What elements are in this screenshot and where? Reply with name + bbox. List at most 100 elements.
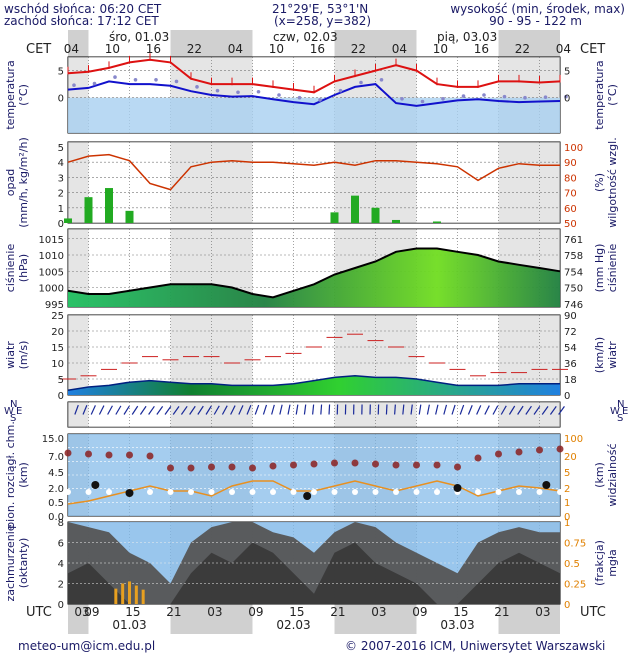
wind-direction-arrow — [328, 404, 331, 415]
bottom-axis-shade — [539, 604, 560, 634]
panel-night-shade — [457, 142, 499, 223]
bottom-date-label: 02.03 — [276, 618, 310, 632]
tick-label-left: 2 — [58, 189, 64, 200]
footer-copyright: © 2007-2016 ICM, Uniwersytet Warszawski — [345, 639, 606, 653]
panel-label-right: (km/h) — [593, 337, 606, 373]
snowfall-bar — [128, 581, 131, 604]
tick-label-right: 750 — [564, 284, 583, 295]
cloud-top-dot — [474, 454, 482, 462]
panel-night-shade — [68, 402, 89, 427]
top-hour-label: 22 — [351, 42, 366, 56]
precip-bar — [371, 207, 380, 223]
wet-bulb-point — [72, 83, 76, 88]
wind-direction-arrow — [246, 405, 252, 415]
bottom-axis-shade — [252, 604, 294, 634]
wet-bulb-point — [256, 89, 261, 94]
panel-night-shade — [539, 315, 560, 395]
wind-direction-arrow — [221, 405, 228, 415]
snowfall-bar — [141, 589, 145, 604]
cloud-base-dot — [167, 489, 174, 495]
cloud-top-dot — [413, 461, 420, 469]
cloud-top-dot — [290, 461, 297, 469]
tick-label-left: 5 — [58, 143, 64, 154]
tick-label-right: 54 — [564, 343, 577, 354]
panel-night-shade — [539, 142, 560, 223]
tick-label-right: 0.75 — [564, 539, 586, 550]
top-axis-shade — [539, 30, 560, 57]
pressure-area — [68, 248, 560, 307]
panel-night-shade — [375, 142, 417, 223]
top-hour-label: 22 — [187, 42, 202, 56]
cloud-top-dot — [167, 464, 174, 472]
top-axis-shade — [457, 30, 499, 57]
wet-bulb-point — [543, 95, 548, 99]
cloud-top-dot — [556, 445, 564, 453]
bottom-axis-shade — [457, 604, 499, 634]
bottom-axis-shade — [375, 604, 417, 634]
cloud-base-dot — [352, 489, 358, 495]
cloud-top-dot — [454, 463, 461, 471]
wet-bulb-point — [441, 97, 445, 101]
wind-direction-arrow — [418, 404, 422, 415]
tick-label-left: 1010 — [39, 251, 64, 262]
panel-label-right: (km) — [593, 462, 606, 488]
tick-label-right: 0 — [564, 600, 570, 611]
wet-bulb-point — [236, 90, 240, 95]
cloud-base-dot — [270, 489, 276, 495]
wind-direction-arrow — [312, 404, 315, 415]
top-hour-label: 04 — [64, 42, 79, 56]
cloud-base-dot — [434, 489, 440, 495]
wet-bulb-point — [154, 78, 158, 82]
top-hour-label: 10 — [105, 42, 120, 56]
panel-label-left: (km) — [17, 462, 30, 488]
cloud-top-dot — [64, 449, 72, 457]
tick-label-right: 18 — [564, 375, 577, 386]
tick-label-left: 0.5 — [48, 498, 64, 509]
panel-label-left: temperatura — [4, 60, 17, 129]
precip-bar — [64, 218, 72, 223]
top-hour-label: 16 — [146, 42, 161, 56]
pressure-line — [67, 247, 561, 299]
wet-bulb-point — [174, 79, 179, 84]
wind-direction-arrow — [549, 406, 557, 415]
tick-label-right: 1 — [564, 518, 570, 529]
bottom-hour-label: 15 — [453, 605, 468, 619]
wind-direction-arrow — [287, 404, 291, 415]
bottom-hour-label: 15 — [289, 605, 304, 619]
tick-label-left: 0 — [58, 600, 64, 611]
cloud-base-dot — [147, 489, 153, 495]
cloud-top-dot — [515, 448, 523, 456]
wind-direction-arrow — [467, 405, 473, 415]
wet-bulb-point — [277, 93, 281, 97]
top-hour-label: 10 — [433, 42, 448, 56]
panel-label-right: (%) — [593, 173, 606, 192]
bottom-hour-label: 21 — [330, 605, 345, 619]
panel-night-shade — [293, 142, 335, 223]
cloud-top-dot — [269, 462, 277, 470]
wind-direction-arrow — [123, 405, 130, 415]
cloud-base-dot — [331, 489, 338, 495]
wind-direction-arrow — [230, 405, 236, 415]
bottom-hour-label: 03 — [535, 605, 550, 619]
wet-bulb-point — [461, 94, 466, 98]
cloud-base-dot — [311, 489, 317, 495]
wet-bulb-point — [502, 94, 507, 99]
tick-label-right: 5 — [564, 67, 570, 78]
panel-night-shade — [170, 402, 212, 427]
footer-email[interactable]: meteo-um@icm.edu.pl — [18, 639, 156, 653]
wind-direction-arrow — [90, 405, 96, 415]
panel-label-left: (hPa) — [17, 254, 30, 282]
cloud-top-dot — [331, 459, 338, 467]
low-cloud-area — [68, 542, 560, 604]
tick-label-right: 0 — [564, 94, 570, 105]
wind-dir-letter-right: E — [622, 406, 628, 417]
panel-label-left: (°C) — [17, 84, 30, 106]
wind-direction-arrow — [508, 405, 516, 415]
wind-direction-arrow — [197, 405, 204, 415]
precip-bar — [84, 197, 93, 223]
wind-direction-arrow — [435, 404, 439, 415]
panel-night-shade — [457, 402, 499, 427]
cloud-top-dot — [392, 461, 400, 469]
bottom-axis-shade — [416, 604, 458, 634]
